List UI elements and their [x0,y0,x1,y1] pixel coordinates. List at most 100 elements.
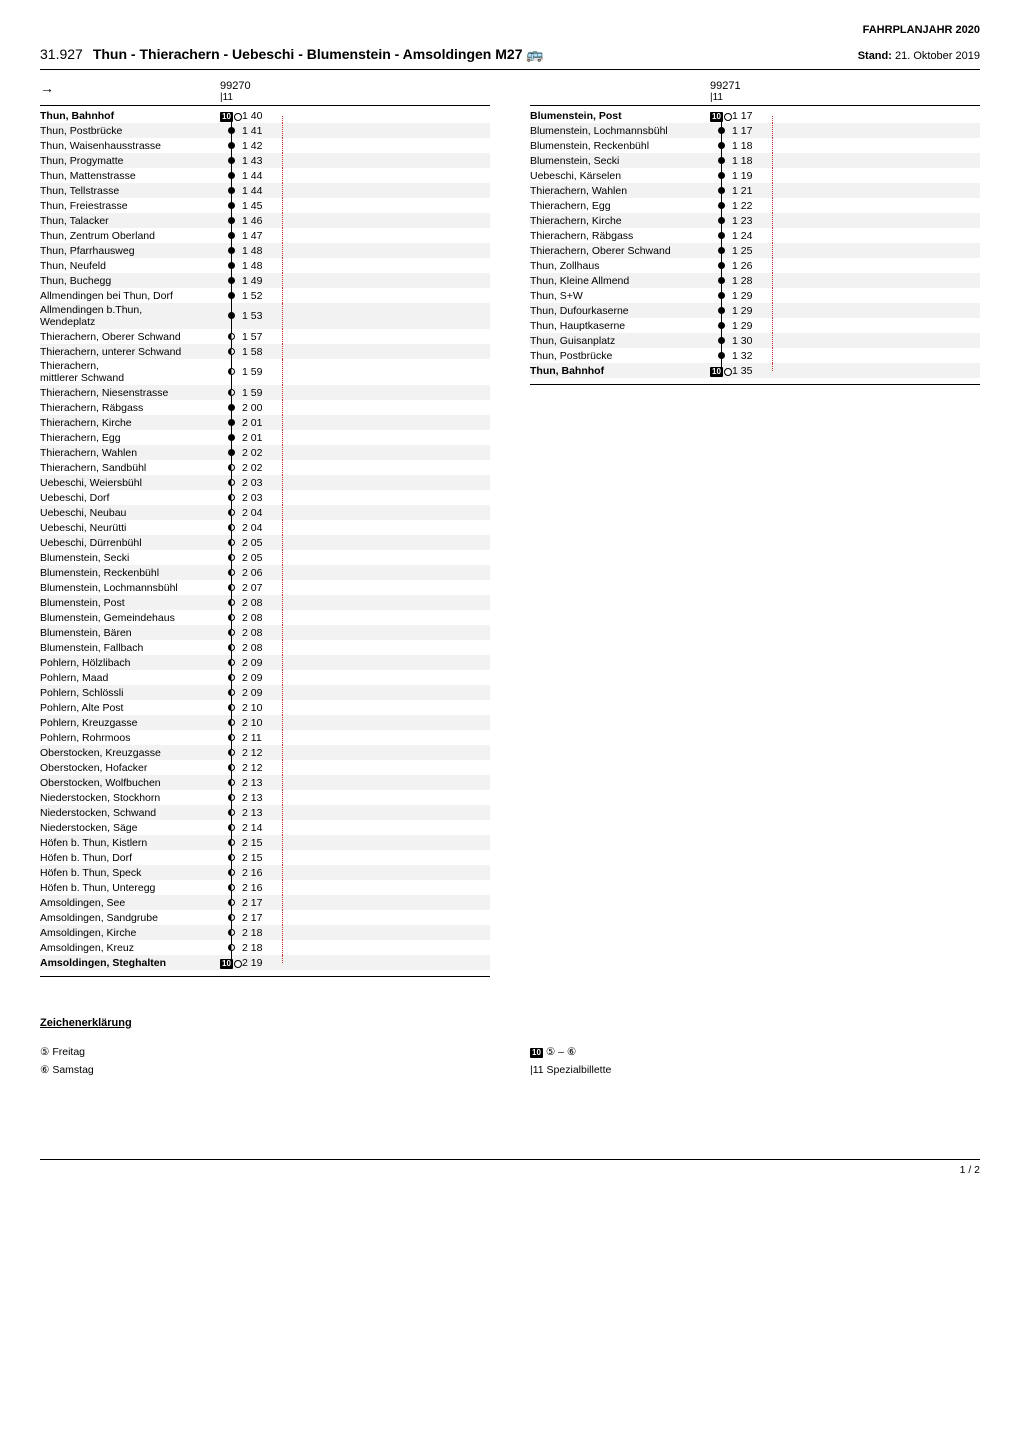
stop-name: Thierachern, Wahlen [40,445,220,460]
stop-name: Niederstocken, Stockhorn [40,790,220,805]
stop-name: Thierachern, Kirche [530,213,710,228]
stop-name: Oberstocken, Hofacker [40,760,220,775]
stop-name: Blumenstein, Reckenbühl [40,565,220,580]
stop-time: 2 11 [242,730,280,745]
sep [280,580,286,595]
stop-marker [710,348,732,363]
stop-name: Thun, Guisanplatz [530,333,710,348]
stop-marker [710,258,732,273]
stop-time: 2 16 [242,880,280,895]
stop-marker [220,715,242,730]
stop-time: 1 17 [732,108,770,123]
stop-name: Thun, Talacker [40,213,220,228]
stop-time: 2 08 [242,640,280,655]
stop-name: Uebeschi, Dorf [40,490,220,505]
stop-time: 1 22 [732,198,770,213]
stop-time: 1 59 [242,359,280,385]
sep [280,400,286,415]
timetable-columns: → 99270 |11 Thun, Bahnhof101 40Thun, Pos… [40,80,980,977]
stop-time: 2 03 [242,475,280,490]
sep [280,344,286,359]
route-title: Thun - Thierachern - Uebeschi - Blumenst… [93,46,858,63]
stop-name: Amsoldingen, Sandgrube [40,910,220,925]
stop-marker [220,595,242,610]
stop-name: Blumenstein, Bären [40,625,220,640]
right-bottom-rule [530,384,980,385]
stop-time: 2 05 [242,550,280,565]
sep [280,198,286,213]
stop-name: Pohlern, Schlössli [40,685,220,700]
stop-time: 1 29 [732,318,770,333]
stop-time: 2 06 [242,565,280,580]
stop-time: 1 43 [242,153,280,168]
legend-item: ⑤ Freitag [40,1043,490,1061]
stop-name: Blumenstein, Lochmannsbühl [40,580,220,595]
sep [770,303,776,318]
stop-name: Thun, S+W [530,288,710,303]
stop-marker [220,168,242,183]
sep [280,610,286,625]
stop-marker [220,183,242,198]
left-trip-note: |11 [220,92,251,103]
stop-name: Uebeschi, Kärselen [530,168,710,183]
stop-marker [710,318,732,333]
stop-marker [220,835,242,850]
stop-name: Thierachern, Kirche [40,415,220,430]
stop-name: Höfen b. Thun, Unteregg [40,880,220,895]
sep [770,228,776,243]
stop-time: 1 19 [732,168,770,183]
stop-name: Thierachern, Sandbühl [40,460,220,475]
stop-marker [710,183,732,198]
stop-marker [220,580,242,595]
stop-time: 1 52 [242,288,280,303]
sep [280,258,286,273]
stop-time: 2 08 [242,625,280,640]
sep [280,153,286,168]
sep [280,243,286,258]
legend-right: 10 ⑤ – ⑥|11 Spezialbillette [530,1043,980,1079]
sep [280,475,286,490]
stop-name: Uebeschi, Neubau [40,505,220,520]
stop-time: 2 04 [242,505,280,520]
stop-time: 1 30 [732,333,770,348]
sep [770,138,776,153]
stop-name: Uebeschi, Neurütti [40,520,220,535]
stop-marker [710,273,732,288]
stop-time: 2 09 [242,655,280,670]
stop-marker [710,198,732,213]
legend-left: ⑤ Freitag⑥ Samstag [40,1043,490,1079]
stop-time: 2 12 [242,745,280,760]
sep [770,108,776,123]
stop-marker [710,213,732,228]
right-stops-table: Blumenstein, Post101 17Blumenstein, Loch… [530,108,980,378]
sep [280,655,286,670]
stop-marker [710,228,732,243]
sep [280,565,286,580]
stop-time: 2 13 [242,790,280,805]
sep [280,535,286,550]
stop-marker [220,123,242,138]
sep [280,895,286,910]
stop-name: Uebeschi, Dürrenbühl [40,535,220,550]
stop-marker [220,415,242,430]
stop-time: 2 14 [242,820,280,835]
stop-time: 2 09 [242,685,280,700]
sep [280,550,286,565]
sep [280,168,286,183]
stop-time: 2 15 [242,850,280,865]
sep [770,273,776,288]
stop-name: Höfen b. Thun, Kistlern [40,835,220,850]
stand: Stand: 21. Oktober 2019 [858,50,980,62]
stop-time: 2 17 [242,910,280,925]
stop-time: 2 19 [242,955,280,970]
stop-name: Thun, Freiestrasse [40,198,220,213]
sep [280,910,286,925]
stop-time: 2 01 [242,415,280,430]
stop-marker [220,850,242,865]
stop-time: 1 18 [732,153,770,168]
stop-name: Thun, Zollhaus [530,258,710,273]
sep [280,108,286,123]
stop-time: 2 13 [242,805,280,820]
left-trip-number: 99270 [220,80,251,92]
route-code: 31.927 [40,46,83,62]
